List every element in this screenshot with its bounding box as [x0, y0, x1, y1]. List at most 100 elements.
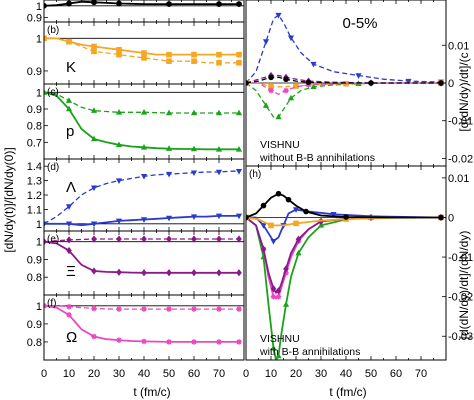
data-point [116, 235, 122, 243]
data-point [260, 202, 267, 209]
data-point [66, 0, 72, 7]
data-point [66, 38, 72, 45]
y-tick-label: 1.3 [27, 176, 42, 188]
data-point [275, 12, 282, 19]
data-point [215, 169, 223, 176]
series-line-square-dashed [44, 37, 239, 64]
data-point [275, 293, 282, 300]
data-point [235, 109, 243, 116]
series-line-triangle-up-dashed [44, 91, 239, 114]
data-point [165, 215, 173, 222]
panel-label: (h) [249, 169, 261, 180]
data-point [65, 105, 73, 112]
data-point [141, 55, 147, 61]
data-point [260, 245, 267, 253]
annotation-line-2: with B-B annihilations [259, 346, 360, 358]
left-x-axis-label: t (fm/c) [133, 385, 170, 399]
panel-Xi: 0.8 0.9 1 (e) Ξ [27, 230, 245, 296]
data-point [190, 170, 198, 177]
data-point [65, 204, 73, 210]
data-point [66, 312, 72, 318]
y-tick-label: 0 [448, 78, 454, 90]
panel-Lambda: 1 1.1 1.2 1.3 1.4 (d) Λ [27, 158, 245, 232]
panel-Omega: 0.8 0.9 1 (f) Ω [27, 294, 245, 361]
panel-p: 0.7 0.8 0.9 1 (c) p [27, 83, 245, 160]
panel-label: (f) [47, 298, 56, 309]
data-point [66, 236, 72, 244]
data-point [116, 337, 122, 343]
data-point [140, 174, 148, 180]
data-point [166, 269, 172, 277]
series-line-triangle-up-dashed [246, 82, 441, 118]
y-tick-label: 1 [36, 301, 42, 313]
data-point [287, 35, 295, 42]
data-point [236, 269, 242, 277]
panel-label: (c) [47, 87, 59, 98]
data-point [236, 51, 242, 58]
x-tick-label: 50 [163, 368, 175, 380]
data-point [91, 43, 97, 50]
data-point [191, 269, 197, 277]
right-x-axis-label: t (fm/c) [329, 385, 366, 399]
y-tick-label: 0.9 [27, 319, 42, 331]
y-tick-label: 0.8 [27, 121, 42, 133]
y-tick-label: 1 [36, 237, 42, 249]
data-point [310, 61, 317, 68]
data-point [246, 214, 249, 221]
data-point [235, 169, 243, 175]
data-point [292, 207, 300, 213]
x-tick-label: 70 [415, 368, 427, 380]
data-point [260, 223, 267, 229]
data-point [287, 94, 295, 101]
y-tick-label: -0.01 [448, 252, 473, 264]
data-point [293, 83, 299, 89]
data-point [166, 306, 172, 312]
panel-frame [43, 294, 245, 361]
data-point [215, 109, 223, 116]
figure-texts: [dN/dy(t)]/[dN/dy(0)] [d(dN/dy)/dt]/(c [… [2, 15, 471, 399]
data-point [275, 287, 282, 295]
y-tick-label: 0.9 [27, 66, 42, 78]
panel-label: (e) [47, 234, 59, 245]
data-point [216, 235, 222, 243]
y-tick-label: 1.1 [27, 204, 42, 216]
data-point [166, 58, 172, 64]
data-point [368, 80, 374, 86]
data-point [283, 87, 289, 94]
data-point [65, 97, 73, 103]
data-point [166, 235, 172, 243]
data-point [330, 212, 337, 218]
data-point [216, 59, 222, 66]
species-label: K [66, 59, 76, 76]
data-point [268, 83, 274, 90]
data-point [115, 218, 123, 225]
x-tick-label: 50 [365, 368, 377, 380]
data-point [116, 268, 122, 276]
y-tick-label: 0.8 [27, 272, 42, 284]
data-point [405, 78, 412, 85]
data-point [236, 339, 242, 345]
x-tick-label: 10 [265, 368, 277, 380]
data-point [165, 145, 173, 151]
y-tick-label: 1 [36, 219, 42, 231]
species-label: Ξ [66, 263, 76, 280]
x-tick-label: 0 [243, 368, 249, 380]
data-point [268, 74, 274, 81]
annotation-line-1: VISHNU [260, 333, 300, 345]
series-group [246, 12, 445, 120]
data-point [190, 214, 198, 220]
right-top-y-axis-label: [d(dN/dy)/dt]/(c [457, 52, 471, 131]
data-point [283, 265, 289, 273]
panel-K: 0.9 1 (b) K [27, 21, 245, 85]
data-point [285, 196, 292, 203]
species-label: p [66, 123, 74, 140]
series-line-star-dashed [246, 82, 441, 96]
data-point [116, 0, 122, 7]
data-point [305, 79, 312, 86]
data-point [295, 249, 302, 256]
data-point [91, 235, 97, 243]
data-point [236, 306, 242, 312]
series-line-circle-solid [246, 192, 441, 219]
